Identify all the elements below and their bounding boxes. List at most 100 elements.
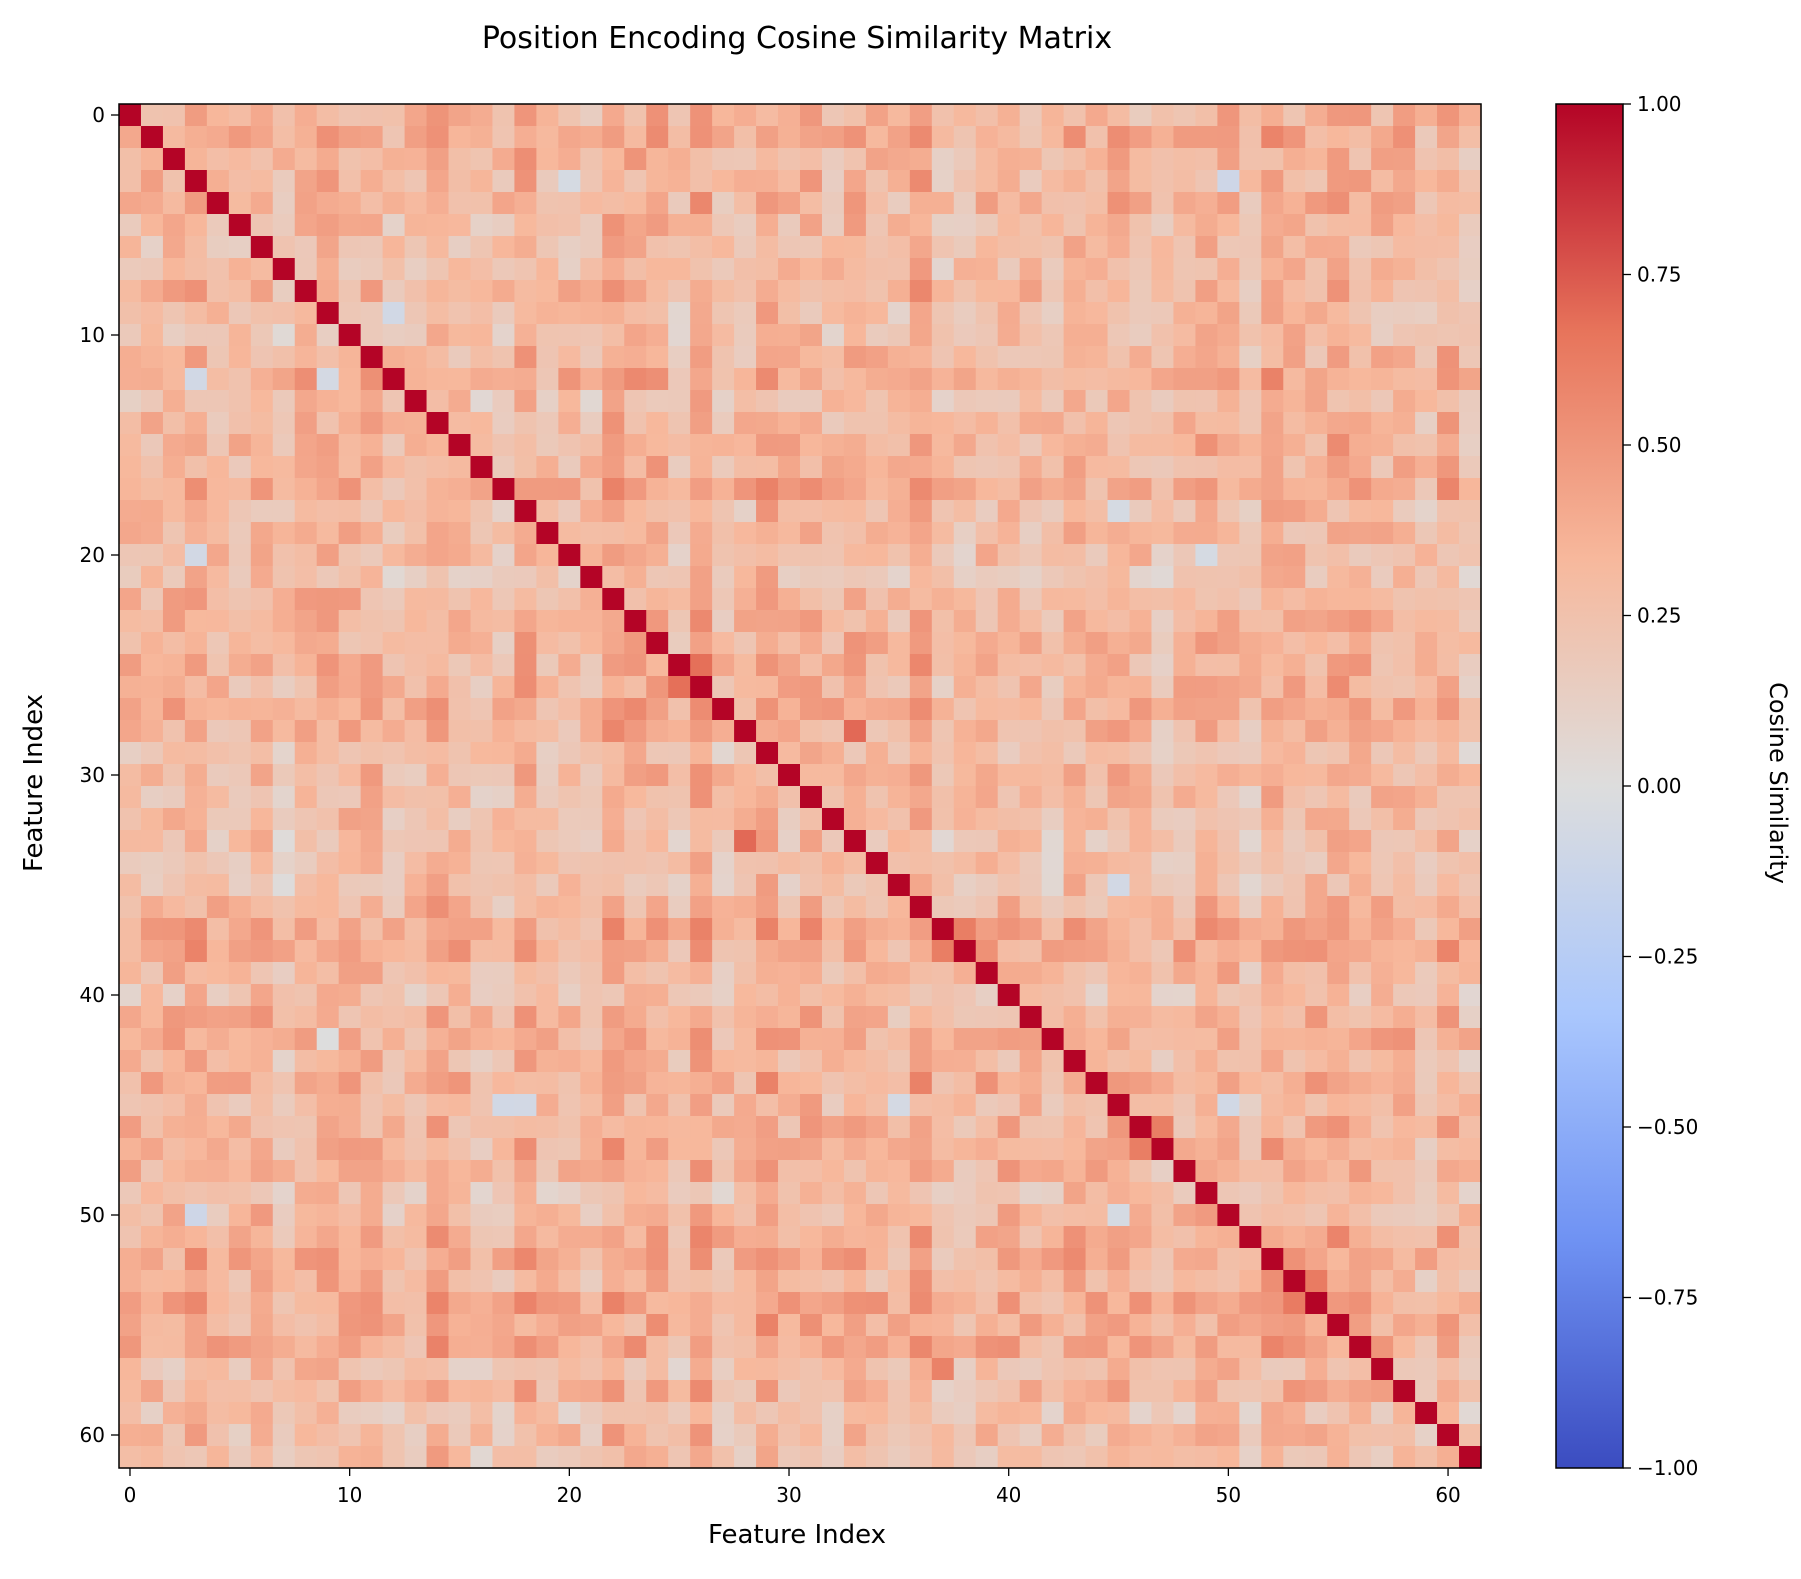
heatmap-cell bbox=[250, 368, 274, 391]
heatmap-cell bbox=[316, 676, 340, 699]
heatmap-cell bbox=[1393, 1160, 1416, 1183]
heatmap-cell bbox=[338, 126, 362, 149]
heatmap-cell bbox=[1063, 1182, 1087, 1205]
heatmap-cell bbox=[250, 324, 274, 347]
heatmap-cell bbox=[997, 258, 1021, 281]
heatmap-cell bbox=[1085, 764, 1109, 787]
heatmap-cell bbox=[1459, 786, 1482, 809]
heatmap-cell bbox=[162, 456, 186, 479]
heatmap-cell bbox=[1393, 1446, 1416, 1469]
heatmap-cell bbox=[404, 236, 428, 259]
heatmap-cell bbox=[734, 302, 757, 325]
heatmap-cell bbox=[140, 1006, 164, 1029]
heatmap-cell bbox=[492, 324, 516, 347]
heatmap-cell bbox=[1151, 1028, 1175, 1051]
heatmap-cell bbox=[404, 170, 428, 193]
heatmap-cell bbox=[909, 896, 933, 919]
heatmap-cell bbox=[536, 302, 559, 325]
heatmap-cell bbox=[338, 1270, 362, 1293]
heatmap-cell bbox=[865, 1336, 889, 1359]
heatmap-cell bbox=[426, 874, 450, 897]
heatmap-cell bbox=[448, 1380, 472, 1403]
heatmap-cell bbox=[1393, 720, 1416, 743]
heatmap-cell bbox=[514, 500, 537, 523]
heatmap-cell bbox=[1283, 764, 1306, 787]
heatmap-cell bbox=[1459, 346, 1482, 369]
heatmap-cell bbox=[931, 478, 955, 501]
heatmap-cell bbox=[492, 566, 516, 589]
heatmap-cell bbox=[250, 192, 274, 215]
heatmap-cell bbox=[119, 1094, 142, 1117]
heatmap-cell bbox=[492, 522, 516, 545]
heatmap-cell bbox=[778, 236, 801, 259]
heatmap-cell bbox=[162, 632, 186, 655]
heatmap-cell bbox=[1393, 610, 1416, 633]
heatmap-cell bbox=[624, 214, 647, 237]
heatmap-cell bbox=[382, 676, 406, 699]
heatmap-cell bbox=[712, 324, 735, 347]
heatmap-cell bbox=[997, 764, 1021, 787]
heatmap-cell bbox=[1261, 1380, 1284, 1403]
heatmap-cell bbox=[1063, 258, 1087, 281]
heatmap-cell bbox=[140, 544, 164, 567]
heatmap-cell bbox=[228, 258, 252, 281]
heatmap-cell bbox=[778, 918, 801, 941]
heatmap-cell bbox=[1217, 1226, 1240, 1249]
heatmap-cell bbox=[1327, 1094, 1350, 1117]
heatmap-cell bbox=[690, 874, 713, 897]
heatmap-cell bbox=[1371, 1204, 1394, 1227]
heatmap-cell bbox=[931, 1314, 955, 1337]
x-tick-label: 20 bbox=[557, 1483, 582, 1507]
heatmap-cell bbox=[514, 434, 537, 457]
heatmap-cell bbox=[470, 1358, 494, 1381]
heatmap-cell bbox=[1019, 962, 1043, 985]
heatmap-cell bbox=[1173, 1182, 1197, 1205]
heatmap-cell bbox=[492, 346, 516, 369]
heatmap-cell bbox=[404, 896, 428, 919]
heatmap-cell bbox=[909, 1424, 933, 1447]
heatmap-cell bbox=[1415, 236, 1438, 259]
heatmap-cell bbox=[1393, 390, 1416, 413]
heatmap-cell bbox=[1349, 1446, 1372, 1469]
heatmap-cell bbox=[228, 940, 252, 963]
heatmap-cell bbox=[690, 940, 713, 963]
heatmap-cell bbox=[470, 126, 494, 149]
heatmap-cell bbox=[206, 1292, 230, 1315]
heatmap-cell bbox=[470, 148, 494, 171]
heatmap-cell bbox=[712, 126, 735, 149]
heatmap-cell bbox=[206, 1226, 230, 1249]
x-tick-label: 60 bbox=[1435, 1483, 1460, 1507]
heatmap-cell bbox=[778, 1270, 801, 1293]
heatmap-cell bbox=[1019, 1248, 1043, 1271]
heatmap-cell bbox=[404, 720, 428, 743]
heatmap-cell bbox=[975, 962, 999, 985]
heatmap-cell bbox=[1063, 918, 1087, 941]
heatmap-cell bbox=[448, 280, 472, 303]
heatmap-cell bbox=[1239, 1072, 1262, 1095]
heatmap-cell bbox=[558, 258, 581, 281]
heatmap-cell bbox=[1327, 742, 1350, 765]
heatmap-cell bbox=[1305, 632, 1328, 655]
heatmap-cell bbox=[843, 698, 867, 721]
heatmap-cell bbox=[975, 984, 999, 1007]
heatmap-cell bbox=[470, 984, 494, 1007]
heatmap-cell bbox=[360, 830, 384, 853]
heatmap-cell bbox=[1151, 1270, 1175, 1293]
heatmap-cell bbox=[1195, 522, 1218, 545]
heatmap-cell bbox=[602, 1028, 625, 1051]
heatmap-cell bbox=[1283, 852, 1306, 875]
heatmap-cell bbox=[909, 302, 933, 325]
heatmap-cell bbox=[580, 456, 603, 479]
heatmap-cell bbox=[1019, 1182, 1043, 1205]
heatmap-cell bbox=[865, 1446, 889, 1469]
heatmap-cell bbox=[250, 1094, 274, 1117]
heatmap-cell bbox=[668, 1028, 691, 1051]
heatmap-cell bbox=[1217, 390, 1240, 413]
heatmap-cell bbox=[1085, 1446, 1109, 1469]
heatmap-cell bbox=[1107, 764, 1131, 787]
heatmap-cell bbox=[1195, 280, 1218, 303]
heatmap-cell bbox=[1459, 1314, 1482, 1337]
heatmap-cell bbox=[997, 1028, 1021, 1051]
heatmap-cell bbox=[426, 786, 450, 809]
heatmap-cell bbox=[953, 1006, 977, 1029]
